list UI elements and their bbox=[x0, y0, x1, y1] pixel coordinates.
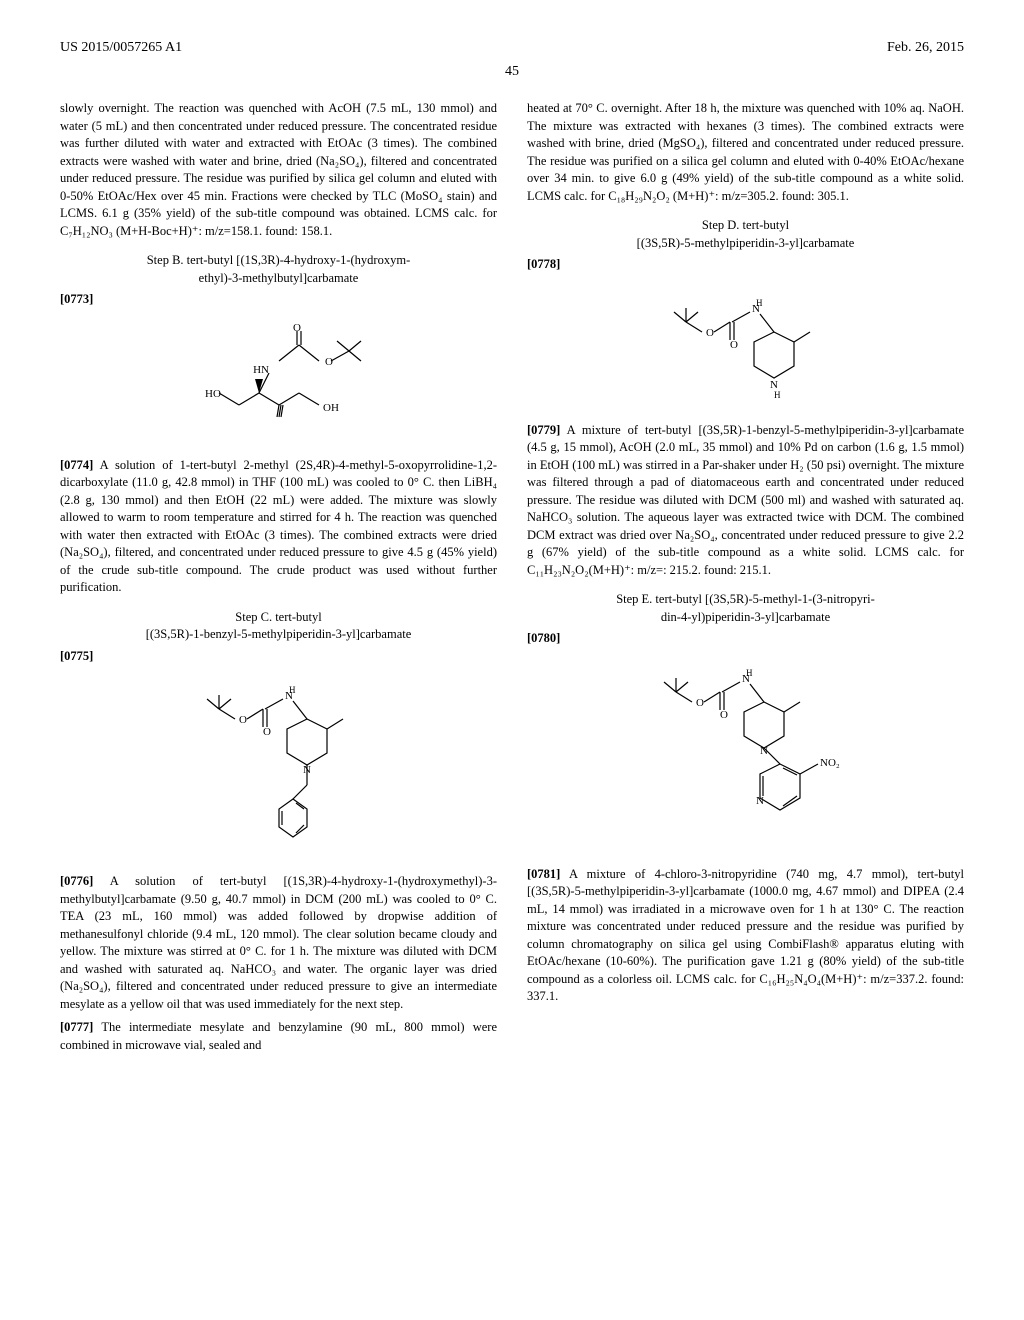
svg-text:N: N bbox=[756, 795, 764, 807]
svg-text:O: O bbox=[720, 709, 728, 721]
para-right-2: [0779] A mixture of tert-butyl [(3S,5R)-… bbox=[527, 422, 964, 580]
svg-text:HN: HN bbox=[253, 364, 269, 376]
para-right-3-text: A mixture of 4-chloro-3-nitropyridine (7… bbox=[527, 867, 964, 1004]
step-b-title: Step B. tert-butyl [(1S,3R)-4-hydroxy-1-… bbox=[60, 252, 497, 287]
page-number: 45 bbox=[60, 64, 964, 80]
num-0777: [0777] bbox=[60, 1020, 93, 1034]
svg-text:O: O bbox=[325, 356, 333, 368]
structure-step-d: O O N H N H bbox=[646, 288, 846, 408]
num-0776: [0776] bbox=[60, 874, 93, 888]
step-e-title: Step E. tert-butyl [(3S,5R)-5-methyl-1-(… bbox=[527, 591, 964, 626]
header-left: US 2015/0057265 A1 bbox=[60, 40, 182, 56]
svg-text:O: O bbox=[696, 697, 704, 709]
para-right-3: [0781] A mixture of 4-chloro-3-nitropyri… bbox=[527, 866, 964, 1006]
step-d-title: Step D. tert-butyl [(3S,5R)-5-methylpipe… bbox=[527, 217, 964, 252]
content-columns: slowly overnight. The reaction was quenc… bbox=[60, 100, 964, 1060]
num-0780: [0780] bbox=[527, 630, 964, 648]
left-column: slowly overnight. The reaction was quenc… bbox=[60, 100, 497, 1060]
svg-text:N: N bbox=[760, 745, 768, 757]
svg-text:H: H bbox=[774, 390, 781, 400]
para-left-4-text: The intermediate mesylate and benzylamin… bbox=[60, 1020, 497, 1052]
structure-step-c: O O N H N bbox=[179, 679, 379, 859]
para-right-2-text: A mixture of tert-butyl [(3S,5R)-1-benzy… bbox=[527, 423, 964, 577]
num-0773: [0773] bbox=[60, 291, 497, 309]
para-left-3: [0776] A solution of tert-butyl [(1S,3R)… bbox=[60, 873, 497, 1013]
svg-text:HO: HO bbox=[205, 388, 221, 400]
step-d-line2: [(3S,5R)-5-methylpiperidin-3-yl]carbamat… bbox=[637, 236, 855, 250]
para-left-2: [0774] A solution of 1-tert-butyl 2-meth… bbox=[60, 457, 497, 597]
structure-step-b: O HN O HO OH bbox=[179, 323, 379, 443]
svg-text:O: O bbox=[730, 339, 738, 351]
svg-text:O: O bbox=[293, 323, 301, 334]
step-b-line1: Step B. tert-butyl [(1S,3R)-4-hydroxy-1-… bbox=[147, 253, 411, 267]
svg-text:OH: OH bbox=[323, 402, 339, 414]
svg-text:H: H bbox=[289, 685, 296, 695]
para-left-4: [0777] The intermediate mesylate and ben… bbox=[60, 1019, 497, 1054]
svg-text:O: O bbox=[706, 327, 714, 339]
para-right-1: heated at 70° C. overnight. After 18 h, … bbox=[527, 100, 964, 205]
step-d-line1: Step D. tert-butyl bbox=[702, 218, 789, 232]
structure-step-e: O O N H N NO₂ N bbox=[636, 662, 856, 852]
right-column: heated at 70° C. overnight. After 18 h, … bbox=[527, 100, 964, 1060]
step-e-line2: din-4-yl)piperidin-3-yl]carbamate bbox=[661, 610, 830, 624]
svg-text:NO₂: NO₂ bbox=[820, 757, 840, 769]
para-left-2-text: A solution of 1-tert-butyl 2-methyl (2S,… bbox=[60, 458, 497, 595]
svg-text:O: O bbox=[239, 714, 247, 726]
num-0778: [0778] bbox=[527, 256, 964, 274]
header-right: Feb. 26, 2015 bbox=[887, 40, 964, 56]
page-header: US 2015/0057265 A1 Feb. 26, 2015 bbox=[60, 40, 964, 56]
num-0779: [0779] bbox=[527, 423, 560, 437]
step-c-line1: Step C. tert-butyl bbox=[235, 610, 321, 624]
num-0775: [0775] bbox=[60, 648, 497, 666]
svg-text:N: N bbox=[303, 764, 311, 776]
svg-text:H: H bbox=[756, 298, 763, 308]
num-0774: [0774] bbox=[60, 458, 93, 472]
para-left-3-text: A solution of tert-butyl [(1S,3R)-4-hydr… bbox=[60, 874, 497, 1011]
para-left-1: slowly overnight. The reaction was quenc… bbox=[60, 100, 497, 240]
num-0781: [0781] bbox=[527, 867, 560, 881]
svg-text:O: O bbox=[263, 726, 271, 738]
step-e-line1: Step E. tert-butyl [(3S,5R)-5-methyl-1-(… bbox=[616, 592, 875, 606]
step-c-title: Step C. tert-butyl [(3S,5R)-1-benzyl-5-m… bbox=[60, 609, 497, 644]
svg-text:H: H bbox=[746, 668, 753, 678]
step-c-line2: [(3S,5R)-1-benzyl-5-methylpiperidin-3-yl… bbox=[146, 627, 412, 641]
step-b-line2: ethyl)-3-methylbutyl]carbamate bbox=[199, 271, 359, 285]
